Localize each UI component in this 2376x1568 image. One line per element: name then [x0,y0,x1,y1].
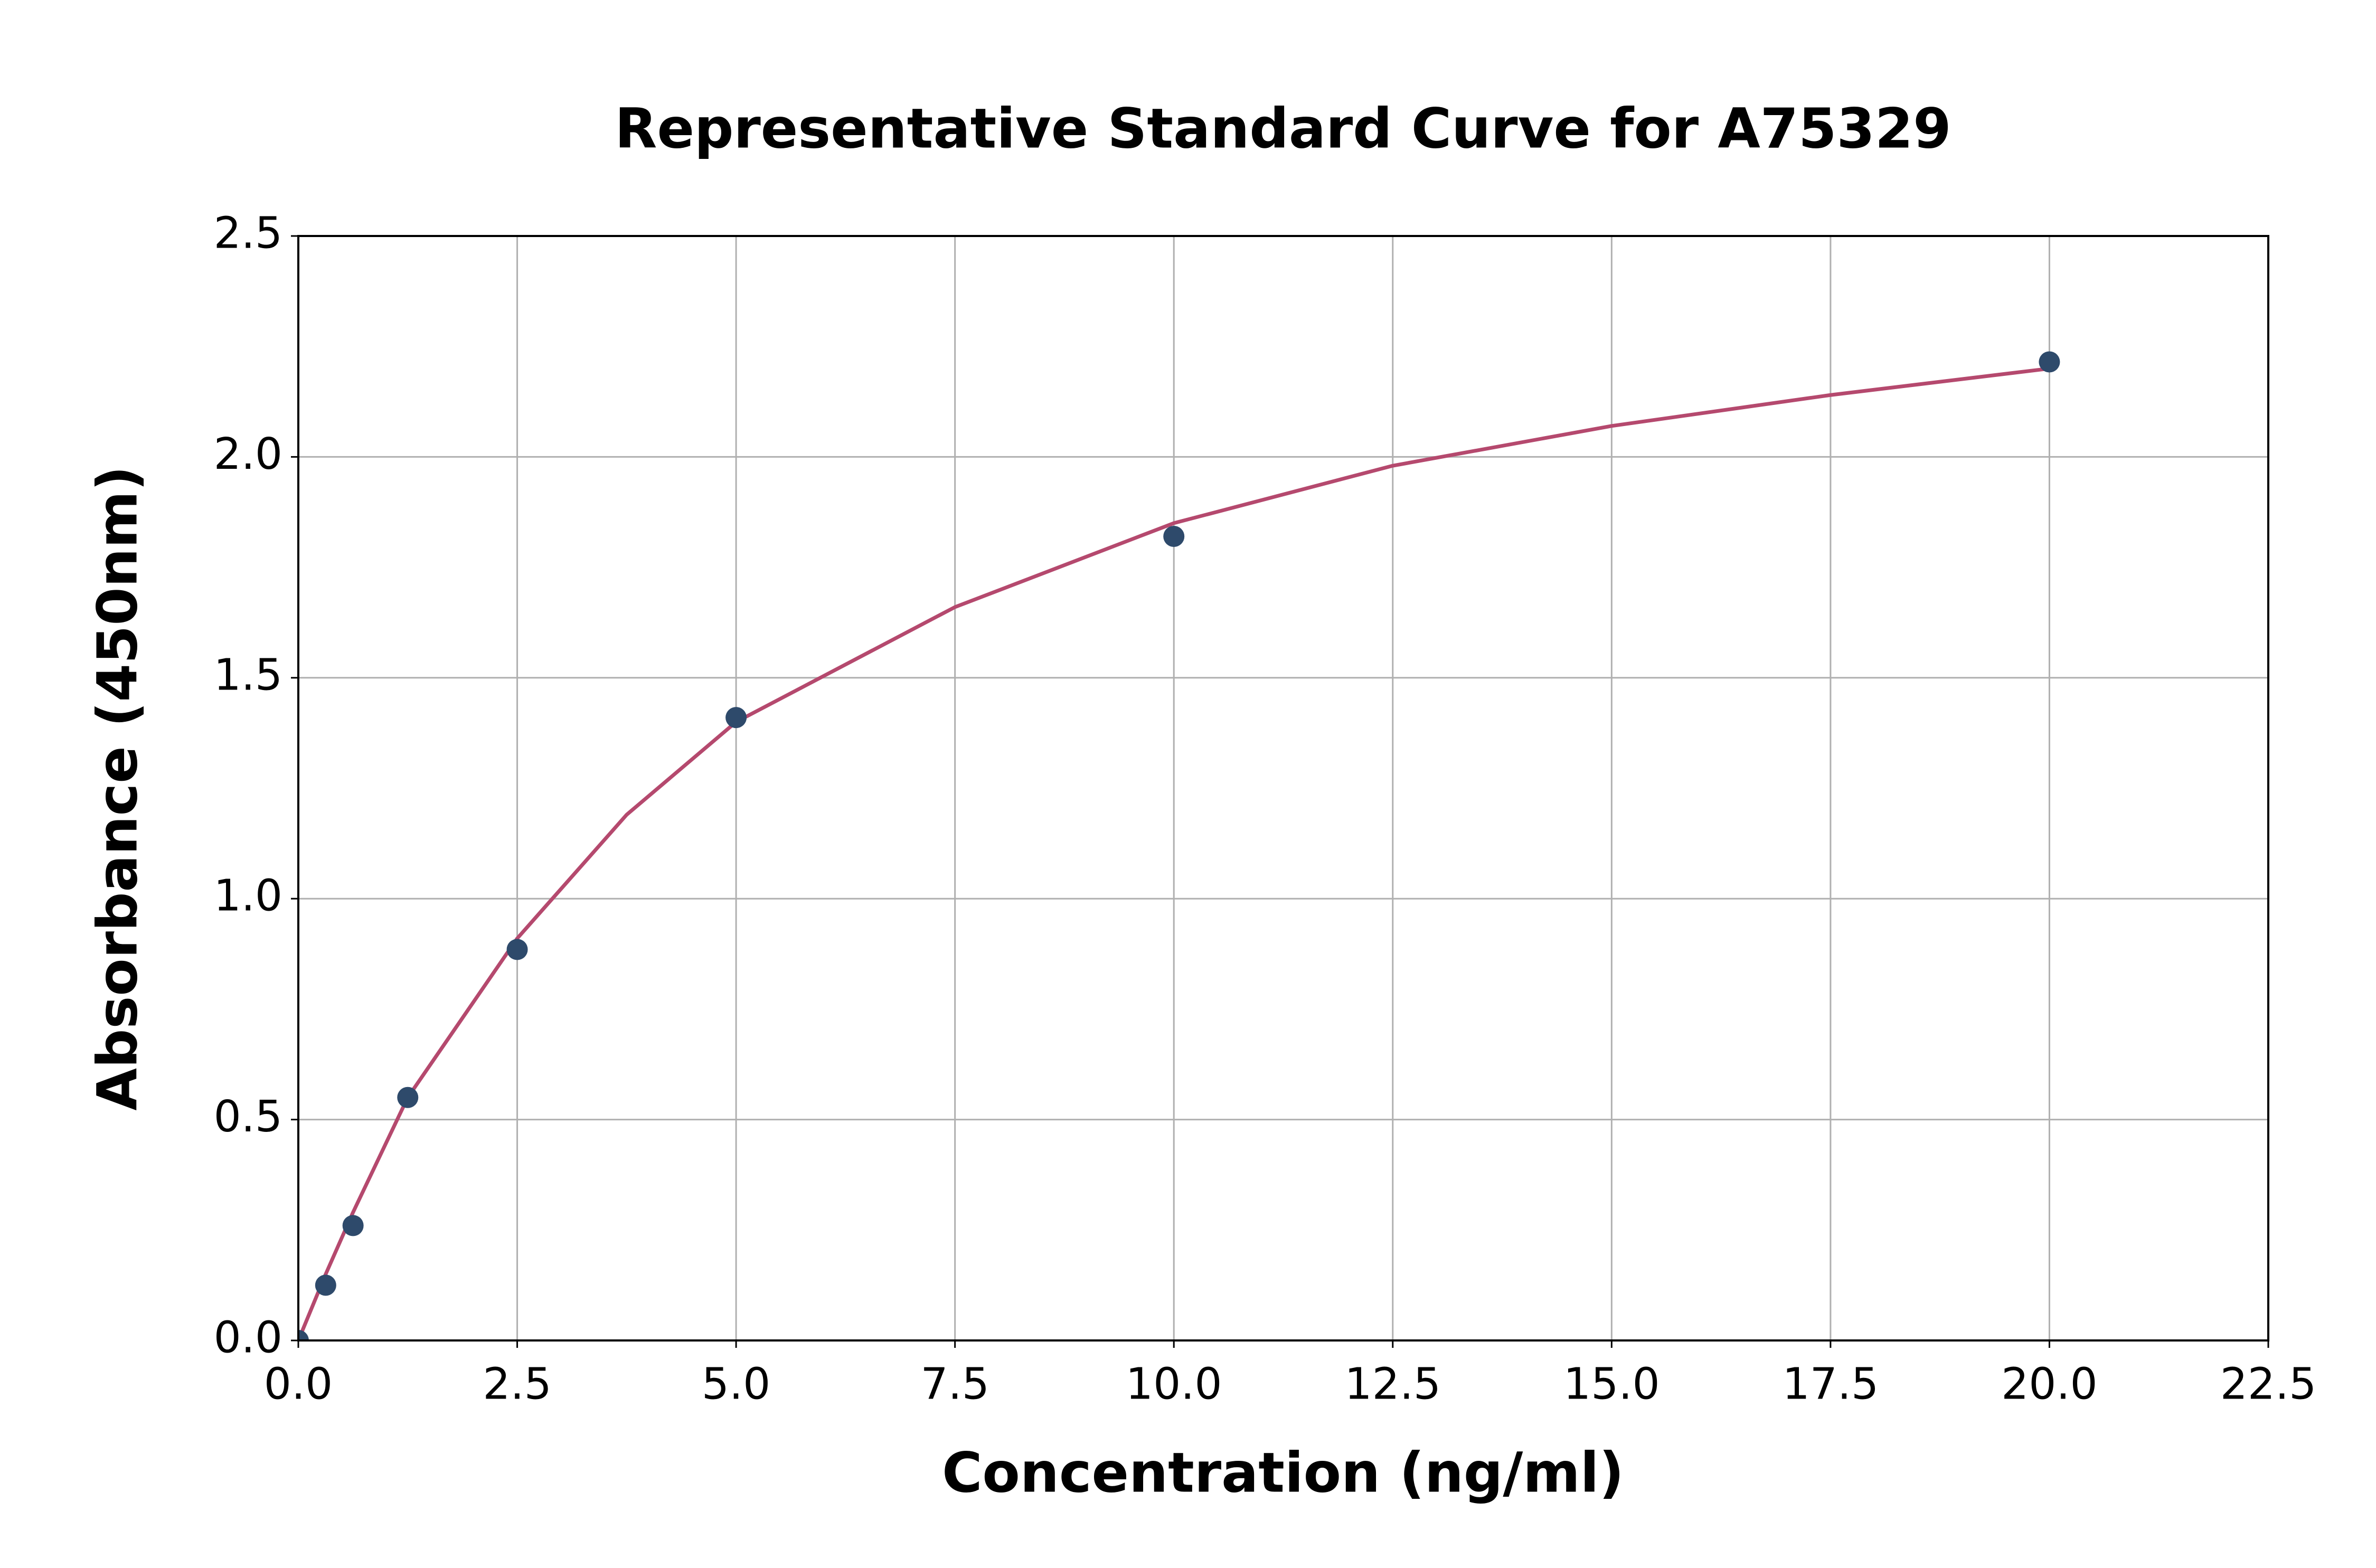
plot-area [298,351,2060,1340]
data-point [1163,526,1185,547]
plot-frame [297,235,2269,1342]
x-tick-label: 15.0 [1563,1359,1660,1409]
x-tick-label: 0.0 [264,1359,333,1409]
x-axis-label: Concentration (ng/ml) [942,1440,1624,1505]
y-axis-label: Absorbance (450nm) [85,466,149,1110]
y-tick-label: 2.5 [214,208,282,258]
data-point [298,1330,309,1340]
y-tick-label: 0.5 [214,1092,282,1142]
x-tick-label: 22.5 [2220,1359,2317,1409]
x-tick-label: 2.5 [483,1359,551,1409]
y-tick-label: 1.5 [214,650,282,700]
y-tick-label: 1.0 [214,871,282,921]
x-tick-label: 10.0 [1126,1359,1222,1409]
data-point [2039,351,2060,373]
x-tick-label: 5.0 [702,1359,770,1409]
data-point [342,1215,364,1236]
y-tick-label: 0.0 [214,1312,282,1363]
data-point [397,1087,419,1108]
x-tick-label: 7.5 [920,1359,989,1409]
data-point [315,1274,336,1296]
x-tick-label: 17.5 [1783,1359,1879,1409]
data-point [506,939,528,960]
x-tick-label: 12.5 [1344,1359,1441,1409]
data-point [725,707,747,729]
y-tick-label: 2.0 [214,429,282,479]
chart-title: Representative Standard Curve for A75329 [615,96,1951,160]
x-tick-label: 20.0 [2001,1359,2098,1409]
